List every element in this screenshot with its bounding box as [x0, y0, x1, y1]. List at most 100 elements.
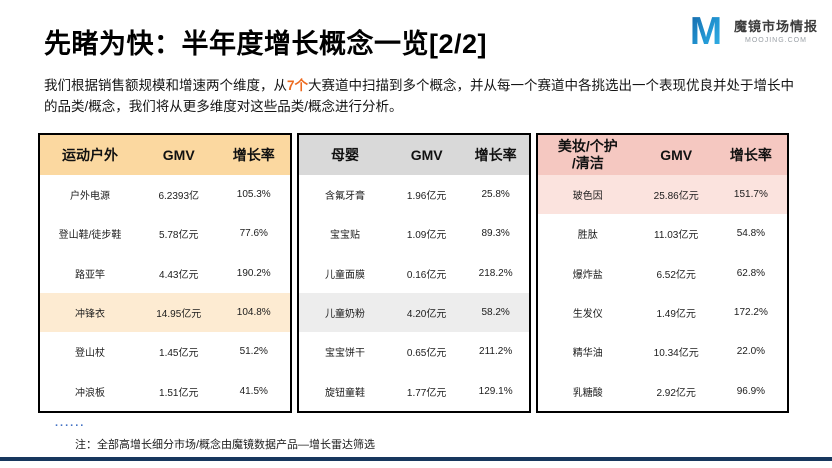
category-cell: 玻色因 [572, 191, 603, 203]
category-cell: 胜肽 [577, 230, 598, 242]
gmv-cell: 1.45亿元 [159, 348, 199, 360]
gmv-header: GMV [410, 147, 443, 163]
category-cell: 儿童面膜 [325, 269, 365, 281]
table-row: 宝宝饼干 0.65亿元 211.2% [299, 332, 529, 371]
table-row: 户外电源 6.2393亿 105.3% [40, 175, 290, 214]
rate-cell: 25.8% [481, 189, 510, 201]
gmv-cell: 0.16亿元 [406, 269, 447, 281]
rate-cell: 172.2% [733, 307, 768, 319]
table-row: 生发仪 1.49亿元 172.2% [538, 293, 787, 332]
table-row: 爆炸盐 6.52亿元 62.8% [538, 254, 787, 293]
table-row: 玻色因 25.86亿元 151.7% [538, 175, 787, 215]
table-row: 含氟牙膏 1.96亿元 25.8% [299, 175, 529, 214]
bottom-accent-bar [0, 457, 832, 461]
gmv-cell: 0.65亿元 [406, 348, 447, 360]
footer-note: 注：全部高增长细分市场/概念由魔镜数据产品—增长雷达筛选 [75, 439, 376, 451]
rate-cell: 89.3% [481, 228, 510, 240]
logo-brand-name: 魔镜市场情报 [733, 19, 818, 34]
intro-text-1: 我们根据销售额规模和增速两个维度，从 [44, 78, 287, 93]
category-header: 运动户外 [62, 146, 118, 163]
rate-cell: 77.6% [239, 228, 268, 240]
rate-cell: 190.2% [236, 267, 271, 279]
gmv-cell: 5.78亿元 [159, 230, 199, 242]
table-row: 冲浪板 1.51亿元 41.5% [40, 372, 290, 411]
category-cell: 宝宝饼干 [325, 348, 365, 360]
gmv-cell: 1.96亿元 [406, 191, 447, 203]
rate-cell: 104.8% [236, 307, 271, 319]
category-cell: 爆炸盐 [572, 269, 603, 281]
gmv-cell: 1.77亿元 [406, 387, 447, 399]
gmv-cell: 1.49亿元 [656, 309, 696, 321]
category-cell: 登山杖 [75, 348, 105, 360]
brand-logo: M 魔镜市场情报 MOOJING.COM [684, 8, 818, 52]
table-row: 精华油 10.34亿元 22.0% [538, 332, 787, 371]
gmv-cell: 11.03亿元 [654, 230, 699, 242]
table-row: 宝宝贴 1.09亿元 89.3% [299, 214, 529, 253]
rate-cell: 129.1% [478, 385, 513, 397]
table-header-row: 母婴 GMV 增长率 [299, 135, 529, 175]
rate-header: 增长率 [474, 147, 517, 163]
rate-cell: 105.3% [236, 189, 271, 201]
category-header: 母婴 [331, 146, 359, 163]
category-cell: 生发仪 [572, 309, 603, 321]
table-header-row: 美妆/个护 /清洁 GMV 增长率 [538, 135, 787, 175]
rate-cell: 54.8% [736, 228, 766, 240]
rate-cell: 218.2% [478, 267, 513, 279]
rate-cell: 211.2% [479, 346, 513, 358]
category-cell: 含氟牙膏 [325, 191, 365, 203]
table-row: 登山杖 1.45亿元 51.2% [40, 332, 290, 371]
rate-cell: 22.0% [736, 346, 766, 358]
category-cell: 宝宝贴 [330, 230, 360, 242]
category-cell: 精华油 [572, 348, 603, 360]
category-cell: 旋钮童鞋 [325, 387, 365, 399]
category-cell: 冲浪板 [75, 387, 105, 399]
rate-cell: 96.9% [736, 385, 766, 397]
table-sports-outdoor: 运动户外 GMV 增长率户外电源 6.2393亿 105.3% 登山鞋/徒步鞋 5.78亿元… [38, 133, 292, 413]
category-tables: 运动户外 GMV 增长率户外电源 6.2393亿 105.3% 登山鞋/徒步鞋 5.78亿元… [38, 133, 789, 413]
gmv-cell: 10.34亿元 [653, 348, 699, 360]
category-header: 美妆/个护 /清洁 [557, 138, 618, 171]
table-row: 登山鞋/徒步鞋 5.78亿元 77.6% [40, 214, 290, 253]
table-row: 冲锋衣 14.95亿元 104.8% [40, 292, 290, 333]
moojing-m-icon: M [690, 10, 722, 52]
gmv-cell: 1.09亿元 [406, 230, 447, 242]
table-header-row: 运动户外 GMV 增长率 [40, 135, 290, 175]
gmv-cell: 4.20亿元 [406, 309, 447, 321]
footer-dots: ...... [55, 417, 86, 429]
gmv-cell: 6.2393亿 [158, 191, 200, 203]
table-row: 旋钮童鞋 1.77亿元 129.1% [299, 372, 529, 411]
category-cell: 冲锋衣 [75, 309, 105, 321]
intro-highlight: 7个 [287, 78, 309, 93]
gmv-header: GMV [162, 147, 195, 163]
category-cell: 路亚竿 [75, 269, 105, 281]
page-title: 先睹为快：半年度增长概念一览[2/2] [44, 29, 488, 59]
table-row: 儿童奶粉 4.20亿元 58.2% [299, 292, 529, 333]
rate-header: 增长率 [232, 147, 275, 163]
table-row: 乳糖酸 2.92亿元 96.9% [538, 372, 787, 411]
category-cell: 儿童奶粉 [325, 309, 365, 321]
gmv-cell: 14.95亿元 [156, 309, 202, 321]
rate-header: 增长率 [729, 147, 772, 163]
rate-cell: 41.5% [239, 385, 268, 397]
table-row: 胜肽 11.03亿元 54.8% [538, 214, 787, 253]
gmv-cell: 1.51亿元 [159, 387, 199, 399]
category-cell: 乳糖酸 [572, 387, 603, 399]
gmv-cell: 2.92亿元 [656, 387, 696, 399]
rate-cell: 151.7% [733, 189, 768, 201]
intro-paragraph: 我们根据销售额规模和增速两个维度，从7个大赛道中扫描到多个概念，并从每一个赛道中… [44, 76, 796, 118]
table-mother-baby: 母婴 GMV 增长率含氟牙膏 1.96亿元 25.8% 宝宝贴 1.09亿元 89.3% 儿童面… [297, 133, 531, 413]
logo-text: 魔镜市场情报 MOOJING.COM [734, 16, 818, 44]
logo-domain: MOOJING.COM [745, 37, 807, 44]
category-cell: 登山鞋/徒步鞋 [58, 230, 122, 242]
svg-text:M: M [690, 10, 722, 52]
intro-text-2: 大赛道中扫描到多个概念，并从每一个赛道中各挑选出一个表现优良并处于增长中的品类/… [44, 78, 795, 114]
category-cell: 户外电源 [70, 191, 110, 203]
rate-cell: 62.8% [736, 267, 766, 279]
gmv-cell: 25.86亿元 [653, 191, 699, 203]
rate-cell: 51.2% [239, 346, 268, 358]
table-row: 儿童面膜 0.16亿元 218.2% [299, 254, 529, 293]
table-beauty-personal-care-cleaning: 美妆/个护 /清洁 GMV 增长率玻色因 25.86亿元 151.7% 胜肽 11.03亿元… [536, 133, 789, 413]
gmv-cell: 4.43亿元 [159, 269, 199, 281]
rate-cell: 58.2% [481, 307, 510, 319]
